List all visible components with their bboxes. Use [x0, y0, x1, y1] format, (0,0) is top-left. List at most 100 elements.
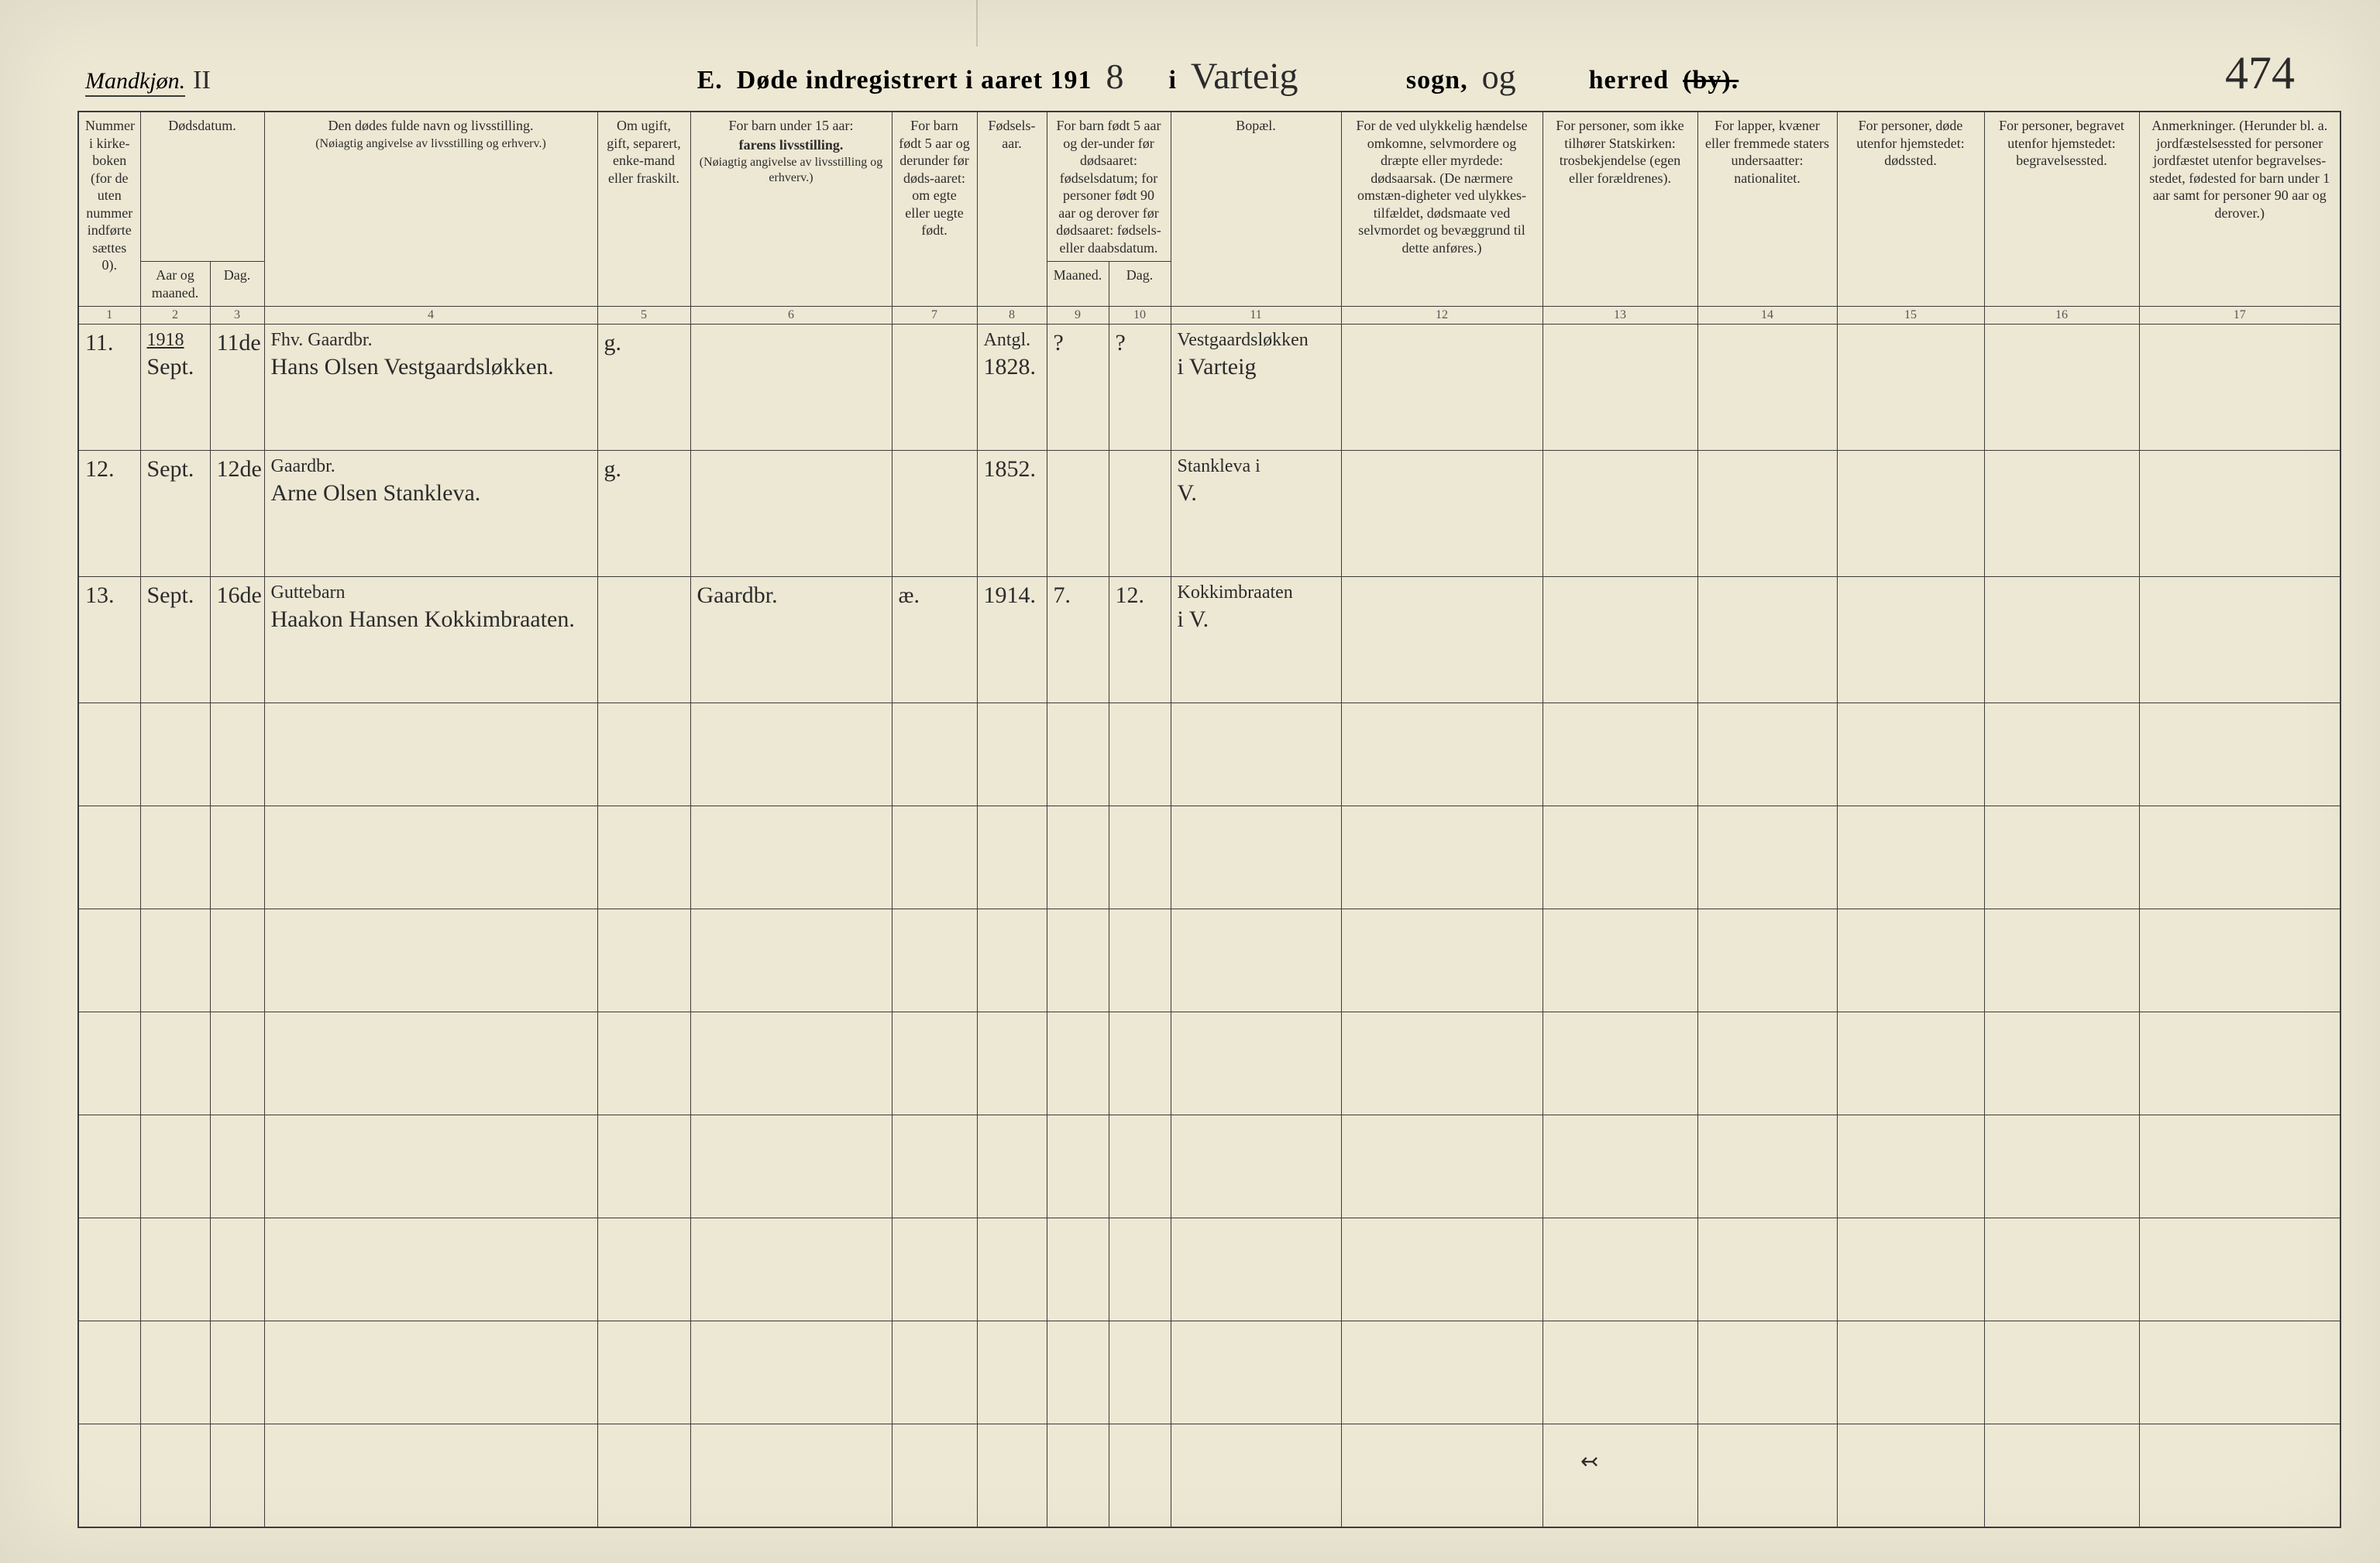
cell	[2139, 1012, 2340, 1115]
cell	[1984, 703, 2139, 806]
cell	[1543, 577, 1697, 703]
table-row	[78, 1424, 2340, 1528]
cell	[1984, 1321, 2139, 1424]
cell	[1543, 703, 1697, 806]
cell	[140, 1012, 210, 1115]
cell	[2139, 909, 2340, 1012]
column-number: 5	[597, 307, 690, 325]
cell	[892, 703, 977, 806]
table-row: 11.1918Sept.11deFhv. Gaardbr.Hans Olsen …	[78, 325, 2340, 451]
col-4-header: Den dødes fulde navn og livsstilling. (N…	[264, 112, 597, 307]
cell	[690, 909, 892, 1012]
cell	[1837, 1012, 1984, 1115]
cell	[1341, 1218, 1543, 1321]
cell	[2139, 577, 2340, 703]
cell	[1837, 703, 1984, 806]
col-3-header: Dag.	[210, 262, 264, 307]
table-row	[78, 806, 2340, 909]
cell	[1047, 1115, 1109, 1218]
cell	[140, 1424, 210, 1528]
cell	[1984, 577, 2139, 703]
table-row	[78, 1115, 2340, 1218]
cell	[2139, 325, 2340, 451]
column-number: 3	[210, 307, 264, 325]
cell	[1341, 451, 1543, 577]
cell	[1984, 325, 2139, 451]
cell	[140, 1218, 210, 1321]
cell: Antgl.1828.	[977, 325, 1047, 451]
cell	[892, 909, 977, 1012]
cell: ?	[1047, 325, 1109, 451]
cell	[977, 1012, 1047, 1115]
cell	[1171, 909, 1341, 1012]
cell	[690, 1012, 892, 1115]
cell	[892, 806, 977, 909]
cell	[892, 325, 977, 451]
column-number: 17	[2139, 307, 2340, 325]
cell	[1047, 1012, 1109, 1115]
cell	[1341, 806, 1543, 909]
cell	[1109, 1218, 1171, 1321]
cell	[1109, 1424, 1171, 1528]
cell	[1837, 909, 1984, 1012]
cell	[1047, 806, 1109, 909]
column-number: 16	[1984, 307, 2139, 325]
cell	[892, 451, 977, 577]
cell	[1109, 703, 1171, 806]
table-body: 11.1918Sept.11deFhv. Gaardbr.Hans Olsen …	[78, 325, 2340, 1528]
cell: g.	[597, 325, 690, 451]
cell	[78, 1012, 140, 1115]
cell	[1341, 909, 1543, 1012]
cell	[1543, 1321, 1697, 1424]
cell	[690, 325, 892, 451]
cell	[1837, 577, 1984, 703]
cell	[1697, 1218, 1837, 1321]
cell	[78, 909, 140, 1012]
cell	[977, 1321, 1047, 1424]
cell	[1171, 1424, 1341, 1528]
column-number: 9	[1047, 307, 1109, 325]
title-i: i	[1168, 66, 1176, 95]
cell	[1543, 909, 1697, 1012]
cell	[1697, 703, 1837, 806]
column-numbers-row: 1234567891011121314151617	[78, 307, 2340, 325]
parish-hand: Varteig	[1191, 55, 1392, 98]
cell	[1697, 909, 1837, 1012]
cell	[892, 1424, 977, 1528]
table-head: Nummer i kirke-boken (for de uten nummer…	[78, 112, 2340, 325]
cell	[1697, 1424, 1837, 1528]
column-number: 10	[1109, 307, 1171, 325]
cell	[1697, 1115, 1837, 1218]
column-number: 8	[977, 307, 1047, 325]
cell	[1984, 1115, 2139, 1218]
cell	[690, 703, 892, 806]
cell	[2139, 1424, 2340, 1528]
cell	[1984, 1012, 2139, 1115]
cell	[1341, 577, 1543, 703]
cell: 11.	[78, 325, 140, 451]
cell	[1109, 909, 1171, 1012]
cell	[1109, 1321, 1171, 1424]
stray-mark: ↢	[1580, 1448, 1598, 1475]
table-row	[78, 1218, 2340, 1321]
cell	[210, 703, 264, 806]
cell	[1984, 909, 2139, 1012]
col-12-header: For de ved ulykkelig hændelse omkomne, s…	[1341, 112, 1543, 307]
cell	[1837, 1321, 1984, 1424]
gender-text: Mandkjøn.	[85, 68, 185, 97]
table-row	[78, 909, 2340, 1012]
herred-label: herred	[1589, 66, 1670, 95]
col-14-header: For lapper, kvæner eller fremmede stater…	[1697, 112, 1837, 307]
column-number: 2	[140, 307, 210, 325]
page-number: 474	[2225, 46, 2310, 100]
cell	[892, 1012, 977, 1115]
cell	[1341, 1321, 1543, 1424]
register-table: Nummer i kirke-boken (for de uten nummer…	[77, 111, 2341, 1528]
cell	[690, 1424, 892, 1528]
cell: Vestgaardsløkkeni Varteig	[1171, 325, 1341, 451]
cell	[264, 806, 597, 909]
cell	[1341, 1012, 1543, 1115]
c4-sub: (Nøiagtig angivelse av livsstilling og e…	[271, 136, 591, 152]
cell	[210, 806, 264, 909]
cell	[1047, 451, 1109, 577]
